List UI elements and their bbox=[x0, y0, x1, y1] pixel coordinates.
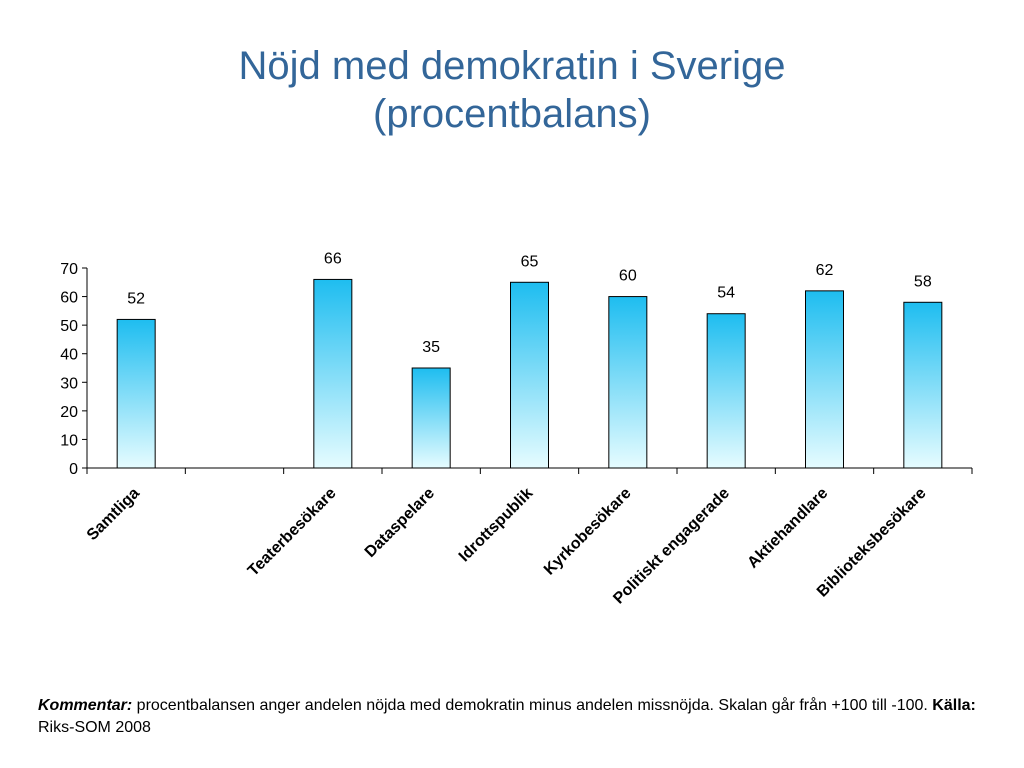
y-tick-label: 40 bbox=[60, 347, 78, 364]
data-label: 66 bbox=[324, 250, 342, 267]
category-label: Kyrkobesökare bbox=[541, 485, 635, 579]
bar bbox=[116, 318, 156, 469]
category-label: Biblioteksbesökare bbox=[814, 485, 930, 601]
bar bbox=[608, 296, 648, 469]
y-tick-label: 60 bbox=[60, 290, 78, 307]
data-label: 62 bbox=[816, 262, 834, 279]
category-label: Aktiehandlare bbox=[744, 485, 831, 572]
category-label: Politiskt engagerade bbox=[610, 485, 733, 608]
y-tick-label: 10 bbox=[60, 432, 78, 449]
bar bbox=[411, 367, 451, 469]
data-label: 35 bbox=[422, 339, 440, 356]
title-line-1: Nöjd med demokratin i Sverige bbox=[238, 44, 786, 88]
bar-chart: 0 10 20 30 40 50 60 70 52 Samtliga 66 Teaterbesökar… bbox=[60, 250, 973, 608]
comment-note: Kommentar: procentbalansen anger andelen… bbox=[38, 695, 988, 739]
data-label: 60 bbox=[619, 268, 637, 285]
source-text: Riks-SOM 2008 bbox=[38, 719, 151, 736]
comment-text: procentbalansen anger andelen nöjda med … bbox=[132, 697, 933, 714]
bar bbox=[313, 278, 353, 469]
y-tick-label: 0 bbox=[69, 461, 78, 478]
category-label: Idrottspublik bbox=[456, 485, 537, 566]
source-label: Källa: bbox=[932, 697, 976, 714]
category-label: Samtliga bbox=[84, 485, 143, 544]
data-label: 54 bbox=[717, 285, 735, 302]
bar bbox=[805, 290, 844, 469]
y-tick-label: 30 bbox=[60, 375, 78, 392]
data-label: 58 bbox=[914, 273, 932, 290]
category-label: Teaterbesökare bbox=[245, 485, 340, 580]
bar bbox=[706, 313, 746, 469]
bar bbox=[903, 301, 943, 469]
chart-title: Nöjd med demokratin i Sverige (procentba… bbox=[0, 42, 1024, 138]
y-tick-label: 50 bbox=[60, 318, 78, 335]
data-label: 65 bbox=[521, 253, 539, 270]
y-tick-label: 70 bbox=[60, 261, 78, 278]
comment-label: Kommentar: bbox=[38, 697, 133, 714]
y-tick-label: 20 bbox=[60, 404, 78, 421]
bar bbox=[510, 281, 549, 469]
category-label: Dataspelare bbox=[362, 485, 438, 561]
title-line-2: (procentbalans) bbox=[373, 92, 651, 136]
data-label: 52 bbox=[127, 290, 145, 307]
